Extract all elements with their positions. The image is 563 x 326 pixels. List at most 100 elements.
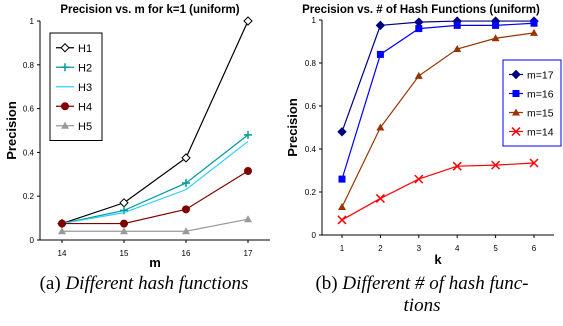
legend-swatch-marker [511,69,521,80]
data-point [452,161,462,171]
caption-a-text: Different hash functions [65,273,249,294]
legend-swatch-marker [511,126,521,137]
caption-b-text-line1: Different # of hash func- [342,273,529,294]
legend-item: H1 [56,43,92,55]
legend-swatch-marker [512,90,520,97]
y-tick-label: 0.8 [23,61,35,70]
data-point [182,179,190,188]
y-tick-label: 1 [312,16,317,25]
y-tick-label: 0.2 [23,192,35,201]
legend-label: H3 [78,82,92,94]
legend-label: m=17 [527,70,554,82]
chart-a: Precision vs. m for k=1 (uniform) 0 0.2 0.4… [4,4,270,270]
legend-item: m=16 [509,89,554,101]
data-point [376,123,385,131]
legend-swatch-marker [512,108,520,116]
legend-swatch-marker [60,43,70,53]
data-point [58,227,66,235]
data-point [244,215,252,223]
legend-label: m=14 [527,127,554,139]
data-point [181,153,191,163]
series-h4 [58,167,252,228]
series-line [341,20,534,133]
legend-label: m=16 [527,89,554,101]
legend-swatch-marker [61,63,69,72]
legend-swatch-marker [61,102,69,111]
x-tick-label: 14 [58,249,67,258]
data-point [414,17,424,27]
y-tick-label: 0 [30,236,35,245]
legend-swatch-marker [61,121,69,129]
legend-item: H4 [56,101,92,113]
x-tick-label: 4 [455,244,460,253]
series-line [61,20,249,225]
series-line [61,134,249,225]
caption-b: (b) Different # of hash func- tions [284,273,560,317]
series-line [341,162,535,221]
series-line [61,140,249,225]
legend-label: m=15 [527,108,554,120]
axes: 0 0.2 0.4 0.6 0.8 1 1 2 3 4 5 6 [305,16,554,253]
caption-a: (a) Different hash functions [8,273,280,295]
x-tick-label: 16 [182,249,191,258]
x-tick-label: 2 [378,244,383,253]
legend-item: m=14 [509,127,554,139]
legend: m=17 m=16 m=15 m=14 [502,59,562,147]
y-axis-label: Precision [4,101,19,160]
series-line [341,22,535,180]
y-tick-label: 0.2 [305,188,317,197]
legend-item: H5 [56,121,92,133]
legend-label: H4 [78,101,92,113]
data-point [244,167,252,176]
legend-label: H5 [78,121,92,133]
data-point [120,227,128,235]
x-axis-label: k [434,252,442,267]
data-point [529,158,539,168]
data-point [414,71,423,79]
y-tick-label: 0.4 [23,148,35,157]
y-tick-label: 0.6 [23,105,35,114]
legend: H1 H2 H3 H4 H5 [49,32,103,141]
data-point [182,205,190,214]
series-m=15 [338,28,538,211]
series-m=16 [338,19,538,183]
caption-b-marker: (b) [315,273,338,294]
data-point [243,16,253,26]
series-h5 [58,215,252,235]
legend-item: H2 [56,62,92,74]
x-tick-label: 15 [120,249,129,258]
caption-a-marker: (a) [39,273,61,294]
x-tick-label: 17 [244,249,253,258]
data-point [415,25,423,33]
series-m=14 [337,158,539,225]
series-h2 [58,130,252,228]
chart-title: Precision vs. # of Hash Functions (unifo… [302,4,540,16]
data-point [338,203,346,211]
data-point [338,175,346,183]
chart-b: Precision vs. # of Hash Functions (unifo… [285,4,562,267]
y-tick-label: 0.6 [305,102,317,111]
data-point [453,21,461,29]
x-axis-label: m [149,255,161,270]
series-line [62,170,249,225]
data-point [491,160,501,170]
data-point [375,20,386,31]
chart-title: Precision vs. m for k=1 (uniform) [60,4,239,16]
data-point [530,19,538,27]
data-point [453,45,462,53]
legend-item: m=15 [509,108,554,120]
x-tick-label: 1 [340,244,345,253]
data-point [120,219,128,228]
y-tick-label: 0.8 [305,59,317,68]
x-tick-label: 3 [417,244,422,253]
x-tick-label: 6 [532,244,537,253]
x-tick-label: 5 [493,244,498,253]
data-point [182,227,190,235]
legend-label: H1 [78,43,92,55]
data-point [244,130,252,139]
y-axis-label: Precision [285,98,300,157]
axes: 0 0.2 0.4 0.6 0.8 1 14 15 16 17 [23,17,270,258]
series-group [57,16,253,235]
series-group [337,16,539,225]
legend-item: m=17 [509,70,554,82]
